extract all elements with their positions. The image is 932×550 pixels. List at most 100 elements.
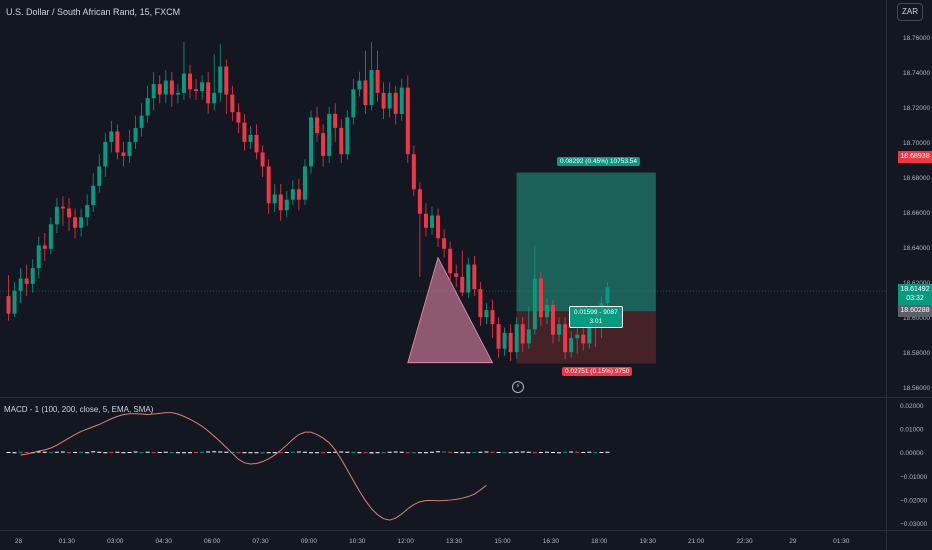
macd-histogram-bar <box>484 451 489 453</box>
price-tick-label: 18.72000 <box>903 105 930 112</box>
candle-body <box>399 87 404 114</box>
macd-histogram-bar <box>333 451 338 453</box>
macd-histogram-bar <box>423 452 428 454</box>
candle-body <box>351 89 356 118</box>
entry-label[interactable]: 0.01599 - 9087 3.01 <box>569 306 623 328</box>
macd-histogram-bar <box>181 452 186 454</box>
candle-body <box>109 131 114 142</box>
macd-histogram-bar <box>115 451 120 453</box>
time-tick-label: 01:30 <box>833 538 850 545</box>
macd-histogram-bar <box>12 452 17 454</box>
candle-body <box>121 152 126 156</box>
candle-body <box>544 304 549 318</box>
macd-histogram-bar <box>302 451 307 453</box>
macd-histogram-bar <box>200 451 205 453</box>
macd-histogram-bar <box>369 452 374 454</box>
macd-histogram-bar <box>345 451 350 453</box>
candle-body <box>333 113 338 128</box>
candle-body <box>321 133 326 156</box>
candle-body <box>557 324 562 335</box>
price-tick-label: 18.56000 <box>903 385 930 392</box>
candle-body <box>42 245 47 249</box>
candle-body <box>302 166 307 200</box>
candle-body <box>151 84 156 99</box>
candle-body <box>375 70 380 93</box>
candle-body <box>188 73 192 90</box>
macd-histogram-bar <box>272 452 277 454</box>
candle-body <box>97 166 102 186</box>
macd-histogram-bar <box>224 451 229 453</box>
candle-body <box>411 154 416 190</box>
candle-body <box>605 287 610 304</box>
macd-histogram-bar <box>442 451 447 453</box>
candle-body <box>103 141 108 167</box>
macd-histogram-bar <box>254 452 259 454</box>
target-zone <box>516 172 656 312</box>
macd-histogram-bar <box>605 451 610 453</box>
macd-histogram-bar <box>520 451 525 453</box>
candle-body <box>454 273 459 277</box>
macd-histogram-bar <box>417 452 422 454</box>
candle-body <box>430 215 434 228</box>
price-tick-label: 18.60000 <box>903 315 930 322</box>
candle-body <box>484 310 489 318</box>
candle-body <box>248 134 253 142</box>
macd-title: MACD - 1 (100, 200, close, 5, EMA, SMA) <box>4 405 154 414</box>
candle-body <box>30 268 35 284</box>
candle-body <box>448 248 453 274</box>
time-tick-label: 21:00 <box>688 538 705 545</box>
candle-body <box>175 92 180 95</box>
macd-histogram-bar <box>357 452 362 454</box>
entry-label-line1: 0.01599 - 9087 <box>574 309 618 316</box>
candle-body <box>163 80 168 95</box>
candle-body <box>442 238 447 249</box>
candle-body <box>472 264 477 290</box>
candle-body <box>581 334 586 344</box>
candle-body <box>157 84 162 95</box>
candle-body <box>575 334 580 339</box>
macd-histogram-bar <box>381 452 386 454</box>
macd-histogram-bar <box>18 451 23 453</box>
candle-body <box>85 204 90 218</box>
macd-tick-label: −0.03000 <box>900 521 928 528</box>
macd-histogram-bar <box>236 452 241 454</box>
macd-histogram-bar <box>60 451 65 453</box>
current-price-badge: 18.61492 03:32 <box>898 284 932 305</box>
candle-body <box>387 92 392 109</box>
candle-body <box>115 131 120 153</box>
candle-body <box>18 278 23 291</box>
macd-histogram-bar <box>321 452 326 454</box>
macd-histogram-bar <box>587 451 592 453</box>
macd-histogram-bar <box>436 451 441 453</box>
candle-body <box>67 208 71 218</box>
candle-body <box>520 324 525 344</box>
macd-histogram-bar <box>248 452 253 454</box>
stop-label[interactable]: 0.02751 (0.15%) 9750 <box>562 367 633 376</box>
macd-histogram-bar <box>339 451 344 453</box>
candle-body <box>254 134 259 153</box>
macd-histogram-bar <box>127 451 132 453</box>
candle-body <box>551 304 555 335</box>
macd-histogram-bar <box>85 452 90 454</box>
target-label[interactable]: 0.08292 (0.45%) 10753.54 <box>557 157 640 166</box>
macd-histogram-bar <box>36 451 41 453</box>
currency-button[interactable]: ZAR <box>897 3 923 21</box>
candle-body <box>381 92 386 109</box>
candle-body <box>339 127 344 155</box>
macd-histogram-bar <box>569 451 574 453</box>
lightning-icon[interactable]: ⚡ <box>512 381 524 393</box>
candle-body <box>315 117 320 134</box>
macd-histogram-bar <box>563 451 568 453</box>
macd-histogram-bar <box>375 452 380 454</box>
macd-histogram-bar <box>290 451 295 453</box>
entry-label-line2: 3.01 <box>589 318 603 325</box>
macd-histogram-bar <box>405 452 410 454</box>
macd-histogram-bar <box>551 451 555 453</box>
candle-body <box>569 338 574 353</box>
macd-histogram-bar <box>175 452 180 454</box>
macd-histogram-bar <box>79 451 84 453</box>
macd-histogram-bar <box>278 452 283 454</box>
candle-body <box>218 66 223 93</box>
